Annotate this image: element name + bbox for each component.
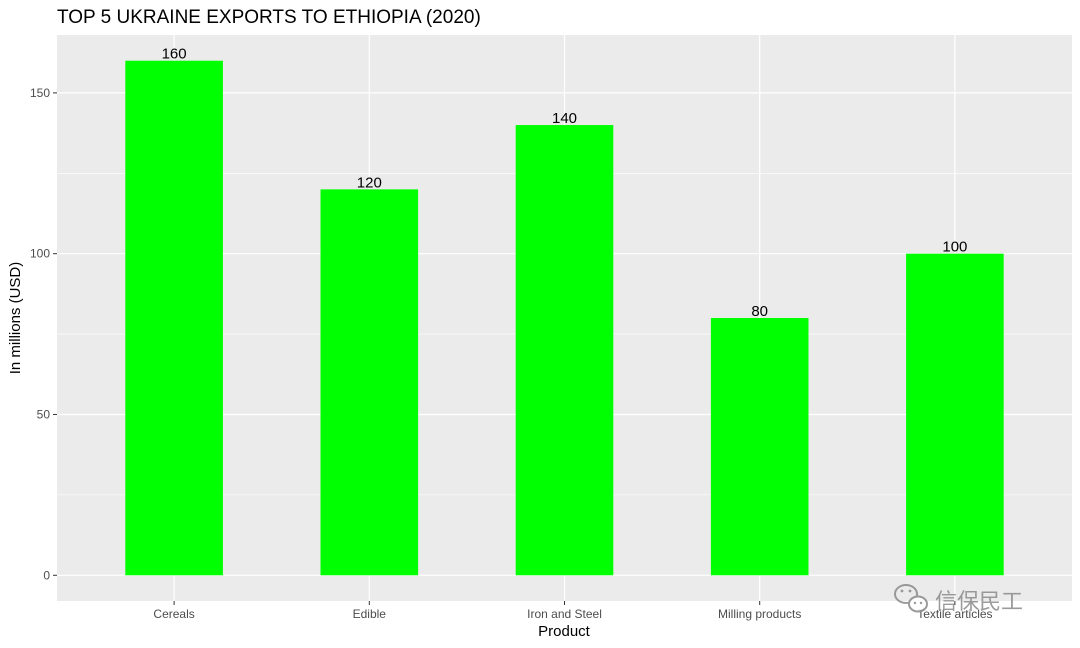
- y-tick-label: 0: [43, 568, 50, 582]
- x-tick-label: Edible: [353, 607, 387, 621]
- bar-value-label: 160: [162, 46, 187, 63]
- bar-value-label: 100: [942, 239, 967, 256]
- x-axis: Cereals Edible Iron and Steel Milling produ…: [153, 601, 993, 621]
- bars: [125, 60, 1004, 576]
- bar-value-labels: 160 120 140 80 100: [162, 46, 968, 320]
- bar: [710, 318, 809, 576]
- x-tick-label: Textile articles: [917, 607, 992, 621]
- bar: [906, 253, 1004, 576]
- bar: [125, 60, 223, 576]
- x-tick-label: Cereals: [153, 607, 194, 621]
- y-tick-label: 150: [30, 86, 50, 100]
- x-tick-label: Milling products: [718, 607, 801, 621]
- bar-value-label: 80: [751, 303, 768, 320]
- wechat-logo-icon: [894, 584, 928, 613]
- y-axis: 0 50 100 150: [30, 86, 57, 582]
- bar-value-label: 120: [357, 174, 382, 191]
- chart-title: TOP 5 UKRAINE EXPORTS TO ETHIOPIA (2020): [57, 7, 481, 28]
- watermark-text: 信保民工: [935, 590, 1023, 615]
- bar: [515, 125, 614, 576]
- y-tick-label: 50: [37, 407, 51, 421]
- watermark: 信保民工: [894, 584, 1023, 615]
- x-tick-label: Iron and Steel: [527, 607, 602, 621]
- y-tick-label: 100: [30, 247, 50, 261]
- x-axis-title: Product: [538, 623, 591, 640]
- bar-value-label: 140: [552, 110, 577, 127]
- y-axis-title: In millions (USD): [7, 262, 24, 375]
- bar: [320, 189, 419, 576]
